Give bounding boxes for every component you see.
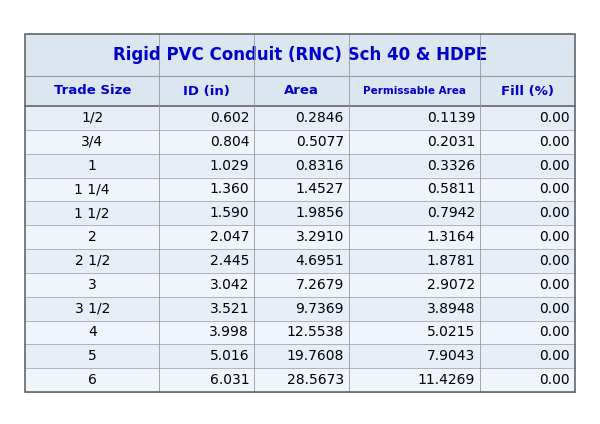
Text: 0.00: 0.00 <box>539 206 570 220</box>
Text: 3.998: 3.998 <box>209 325 249 340</box>
Bar <box>25 225 575 249</box>
Bar <box>25 273 575 297</box>
Text: 1.9856: 1.9856 <box>295 206 344 220</box>
Text: 0.7942: 0.7942 <box>427 206 475 220</box>
Bar <box>25 76 575 106</box>
Text: 9.7369: 9.7369 <box>295 301 344 315</box>
Text: 4.6951: 4.6951 <box>295 254 344 268</box>
Text: 1 1/2: 1 1/2 <box>74 206 110 220</box>
Text: 3/4: 3/4 <box>81 135 103 149</box>
Text: 7.9043: 7.9043 <box>427 349 475 363</box>
Bar <box>25 106 575 130</box>
Text: 0.00: 0.00 <box>539 111 570 125</box>
Text: 28.5673: 28.5673 <box>287 373 344 387</box>
Text: 1.3164: 1.3164 <box>427 230 475 244</box>
Bar <box>25 34 575 76</box>
Bar <box>25 368 575 392</box>
Text: 12.5538: 12.5538 <box>287 325 344 340</box>
Text: 19.7608: 19.7608 <box>287 349 344 363</box>
Text: 2.047: 2.047 <box>210 230 249 244</box>
Text: 0.00: 0.00 <box>539 301 570 315</box>
Text: 3.521: 3.521 <box>209 301 249 315</box>
Bar <box>25 321 575 344</box>
Text: 2.9072: 2.9072 <box>427 278 475 292</box>
Text: 0.804: 0.804 <box>209 135 249 149</box>
Text: 3.8948: 3.8948 <box>427 301 475 315</box>
Bar <box>25 130 575 153</box>
Text: 2: 2 <box>88 230 97 244</box>
Text: 0.00: 0.00 <box>539 373 570 387</box>
Text: 11.4269: 11.4269 <box>418 373 475 387</box>
Text: 2.445: 2.445 <box>210 254 249 268</box>
Text: 0.00: 0.00 <box>539 349 570 363</box>
Text: 1.360: 1.360 <box>209 182 249 196</box>
Text: ID (in): ID (in) <box>184 84 230 98</box>
Text: 0.5811: 0.5811 <box>427 182 475 196</box>
Text: 1/2: 1/2 <box>81 111 103 125</box>
Text: 0.00: 0.00 <box>539 230 570 244</box>
Text: 0.2846: 0.2846 <box>296 111 344 125</box>
Text: 0.5077: 0.5077 <box>296 135 344 149</box>
Text: Rigid PVC Conduit (RNC) Sch 40 & HDPE: Rigid PVC Conduit (RNC) Sch 40 & HDPE <box>113 46 487 64</box>
Text: 7.2679: 7.2679 <box>296 278 344 292</box>
Text: Permissable Area: Permissable Area <box>363 86 466 96</box>
Text: 3.2910: 3.2910 <box>296 230 344 244</box>
Text: Trade Size: Trade Size <box>53 84 131 98</box>
Text: 5: 5 <box>88 349 97 363</box>
Text: 5.016: 5.016 <box>209 349 249 363</box>
Text: 1: 1 <box>88 159 97 173</box>
Text: 3.042: 3.042 <box>210 278 249 292</box>
Text: 4: 4 <box>88 325 97 340</box>
Text: 1.590: 1.590 <box>209 206 249 220</box>
Bar <box>25 34 575 392</box>
Text: 1.4527: 1.4527 <box>296 182 344 196</box>
Text: Fill (%): Fill (%) <box>501 84 554 98</box>
Bar <box>25 249 575 273</box>
Bar <box>25 201 575 225</box>
Text: 3 1/2: 3 1/2 <box>74 301 110 315</box>
Text: 0.2031: 0.2031 <box>427 135 475 149</box>
Text: 0.602: 0.602 <box>209 111 249 125</box>
Text: 0.00: 0.00 <box>539 135 570 149</box>
Text: 1.8781: 1.8781 <box>427 254 475 268</box>
Bar <box>25 178 575 201</box>
Text: 5.0215: 5.0215 <box>427 325 475 340</box>
Text: 2 1/2: 2 1/2 <box>74 254 110 268</box>
Text: 0.8316: 0.8316 <box>295 159 344 173</box>
Text: Area: Area <box>284 84 319 98</box>
Text: 0.00: 0.00 <box>539 182 570 196</box>
Text: 6.031: 6.031 <box>209 373 249 387</box>
Text: 3: 3 <box>88 278 97 292</box>
Text: 0.00: 0.00 <box>539 254 570 268</box>
Text: 0.1139: 0.1139 <box>427 111 475 125</box>
Bar <box>25 153 575 178</box>
Bar <box>25 344 575 368</box>
Text: 0.00: 0.00 <box>539 325 570 340</box>
Text: 1 1/4: 1 1/4 <box>74 182 110 196</box>
Bar <box>25 297 575 321</box>
Text: 0.00: 0.00 <box>539 278 570 292</box>
Text: 0.3326: 0.3326 <box>427 159 475 173</box>
Text: 0.00: 0.00 <box>539 159 570 173</box>
Text: 1.029: 1.029 <box>209 159 249 173</box>
Text: 6: 6 <box>88 373 97 387</box>
